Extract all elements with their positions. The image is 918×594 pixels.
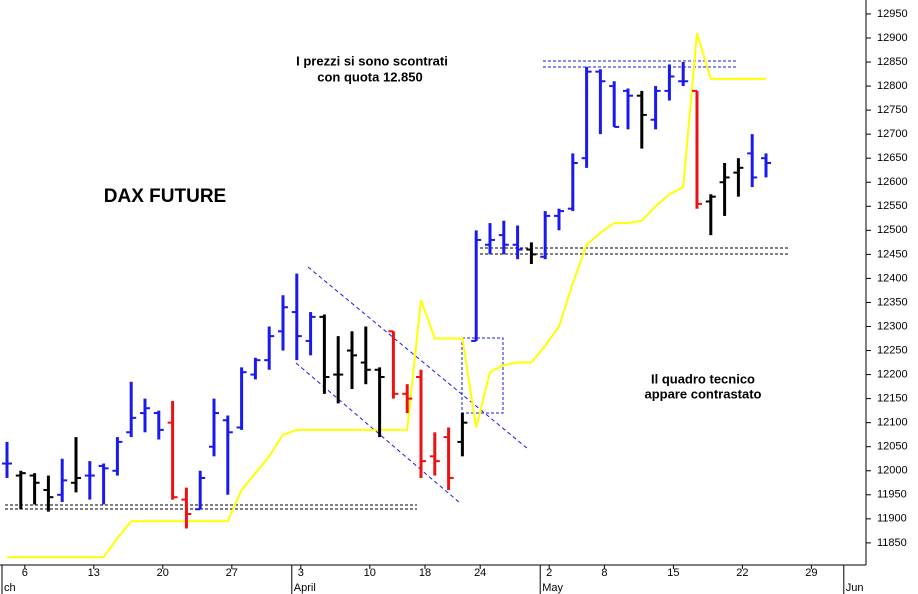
x-tick-label: 29: [805, 567, 817, 579]
y-tick-label: 12000: [877, 465, 908, 477]
indicator-line: [7, 32, 766, 559]
y-tick-label: 12900: [877, 32, 908, 44]
month-label: ch: [4, 582, 16, 594]
x-tick-label: 27: [226, 567, 238, 579]
y-tick-label: 12550: [877, 200, 908, 212]
y-tick-label: 12850: [877, 56, 908, 68]
y-tick-label: 12750: [877, 104, 908, 116]
x-tick-label: 13: [88, 567, 100, 579]
y-tick-label: 12800: [877, 80, 908, 92]
y-tick-label: 12150: [877, 393, 908, 405]
y-tick-label: 12050: [877, 441, 908, 453]
y-tick-label: 12500: [877, 224, 908, 236]
y-tick-label: 11900: [877, 513, 907, 525]
y-tick-label: 12100: [877, 417, 908, 429]
y-tick-label: 11950: [877, 489, 907, 501]
x-tick-label: 6: [22, 567, 28, 579]
x-tick-label: 15: [667, 567, 679, 579]
y-tick-label: 12400: [877, 272, 908, 284]
y-tick-label: 12200: [877, 368, 908, 380]
y-tick-label: 12700: [877, 128, 908, 140]
x-tick-label: 18: [419, 567, 431, 579]
month-label: May: [542, 582, 563, 594]
annotation: con quota 12.850: [317, 69, 422, 84]
annotation: Il quadro tecnico: [651, 371, 755, 386]
month-label: April: [294, 582, 316, 594]
y-tick-label: 12300: [877, 320, 908, 332]
y-tick-label: 12350: [877, 296, 908, 308]
technical-drawings: [5, 60, 790, 510]
x-tick-label: 8: [601, 567, 607, 579]
y-tick-label: 11850: [877, 537, 907, 549]
annotation: appare contrastato: [644, 386, 761, 401]
x-tick-label: 20: [157, 567, 169, 579]
x-tick-label: 22: [736, 567, 748, 579]
x-tick-label: 10: [364, 567, 376, 579]
x-tick-label: 3: [298, 567, 304, 579]
y-tick-label: 12950: [877, 8, 908, 20]
y-tick-label: 12250: [877, 344, 908, 356]
annotation: I prezzi si sono scontrati: [296, 53, 448, 68]
y-tick-label: 12600: [877, 176, 908, 188]
x-tick-label: 24: [474, 567, 486, 579]
month-label: Jun: [846, 582, 864, 594]
y-tick-label: 12650: [877, 152, 908, 164]
chart-title: DAX FUTURE: [104, 186, 226, 207]
breakout-box: [461, 337, 504, 414]
channel-line: [307, 266, 529, 450]
x-tick-label: 2: [546, 567, 552, 579]
y-tick-label: 12450: [877, 248, 908, 260]
